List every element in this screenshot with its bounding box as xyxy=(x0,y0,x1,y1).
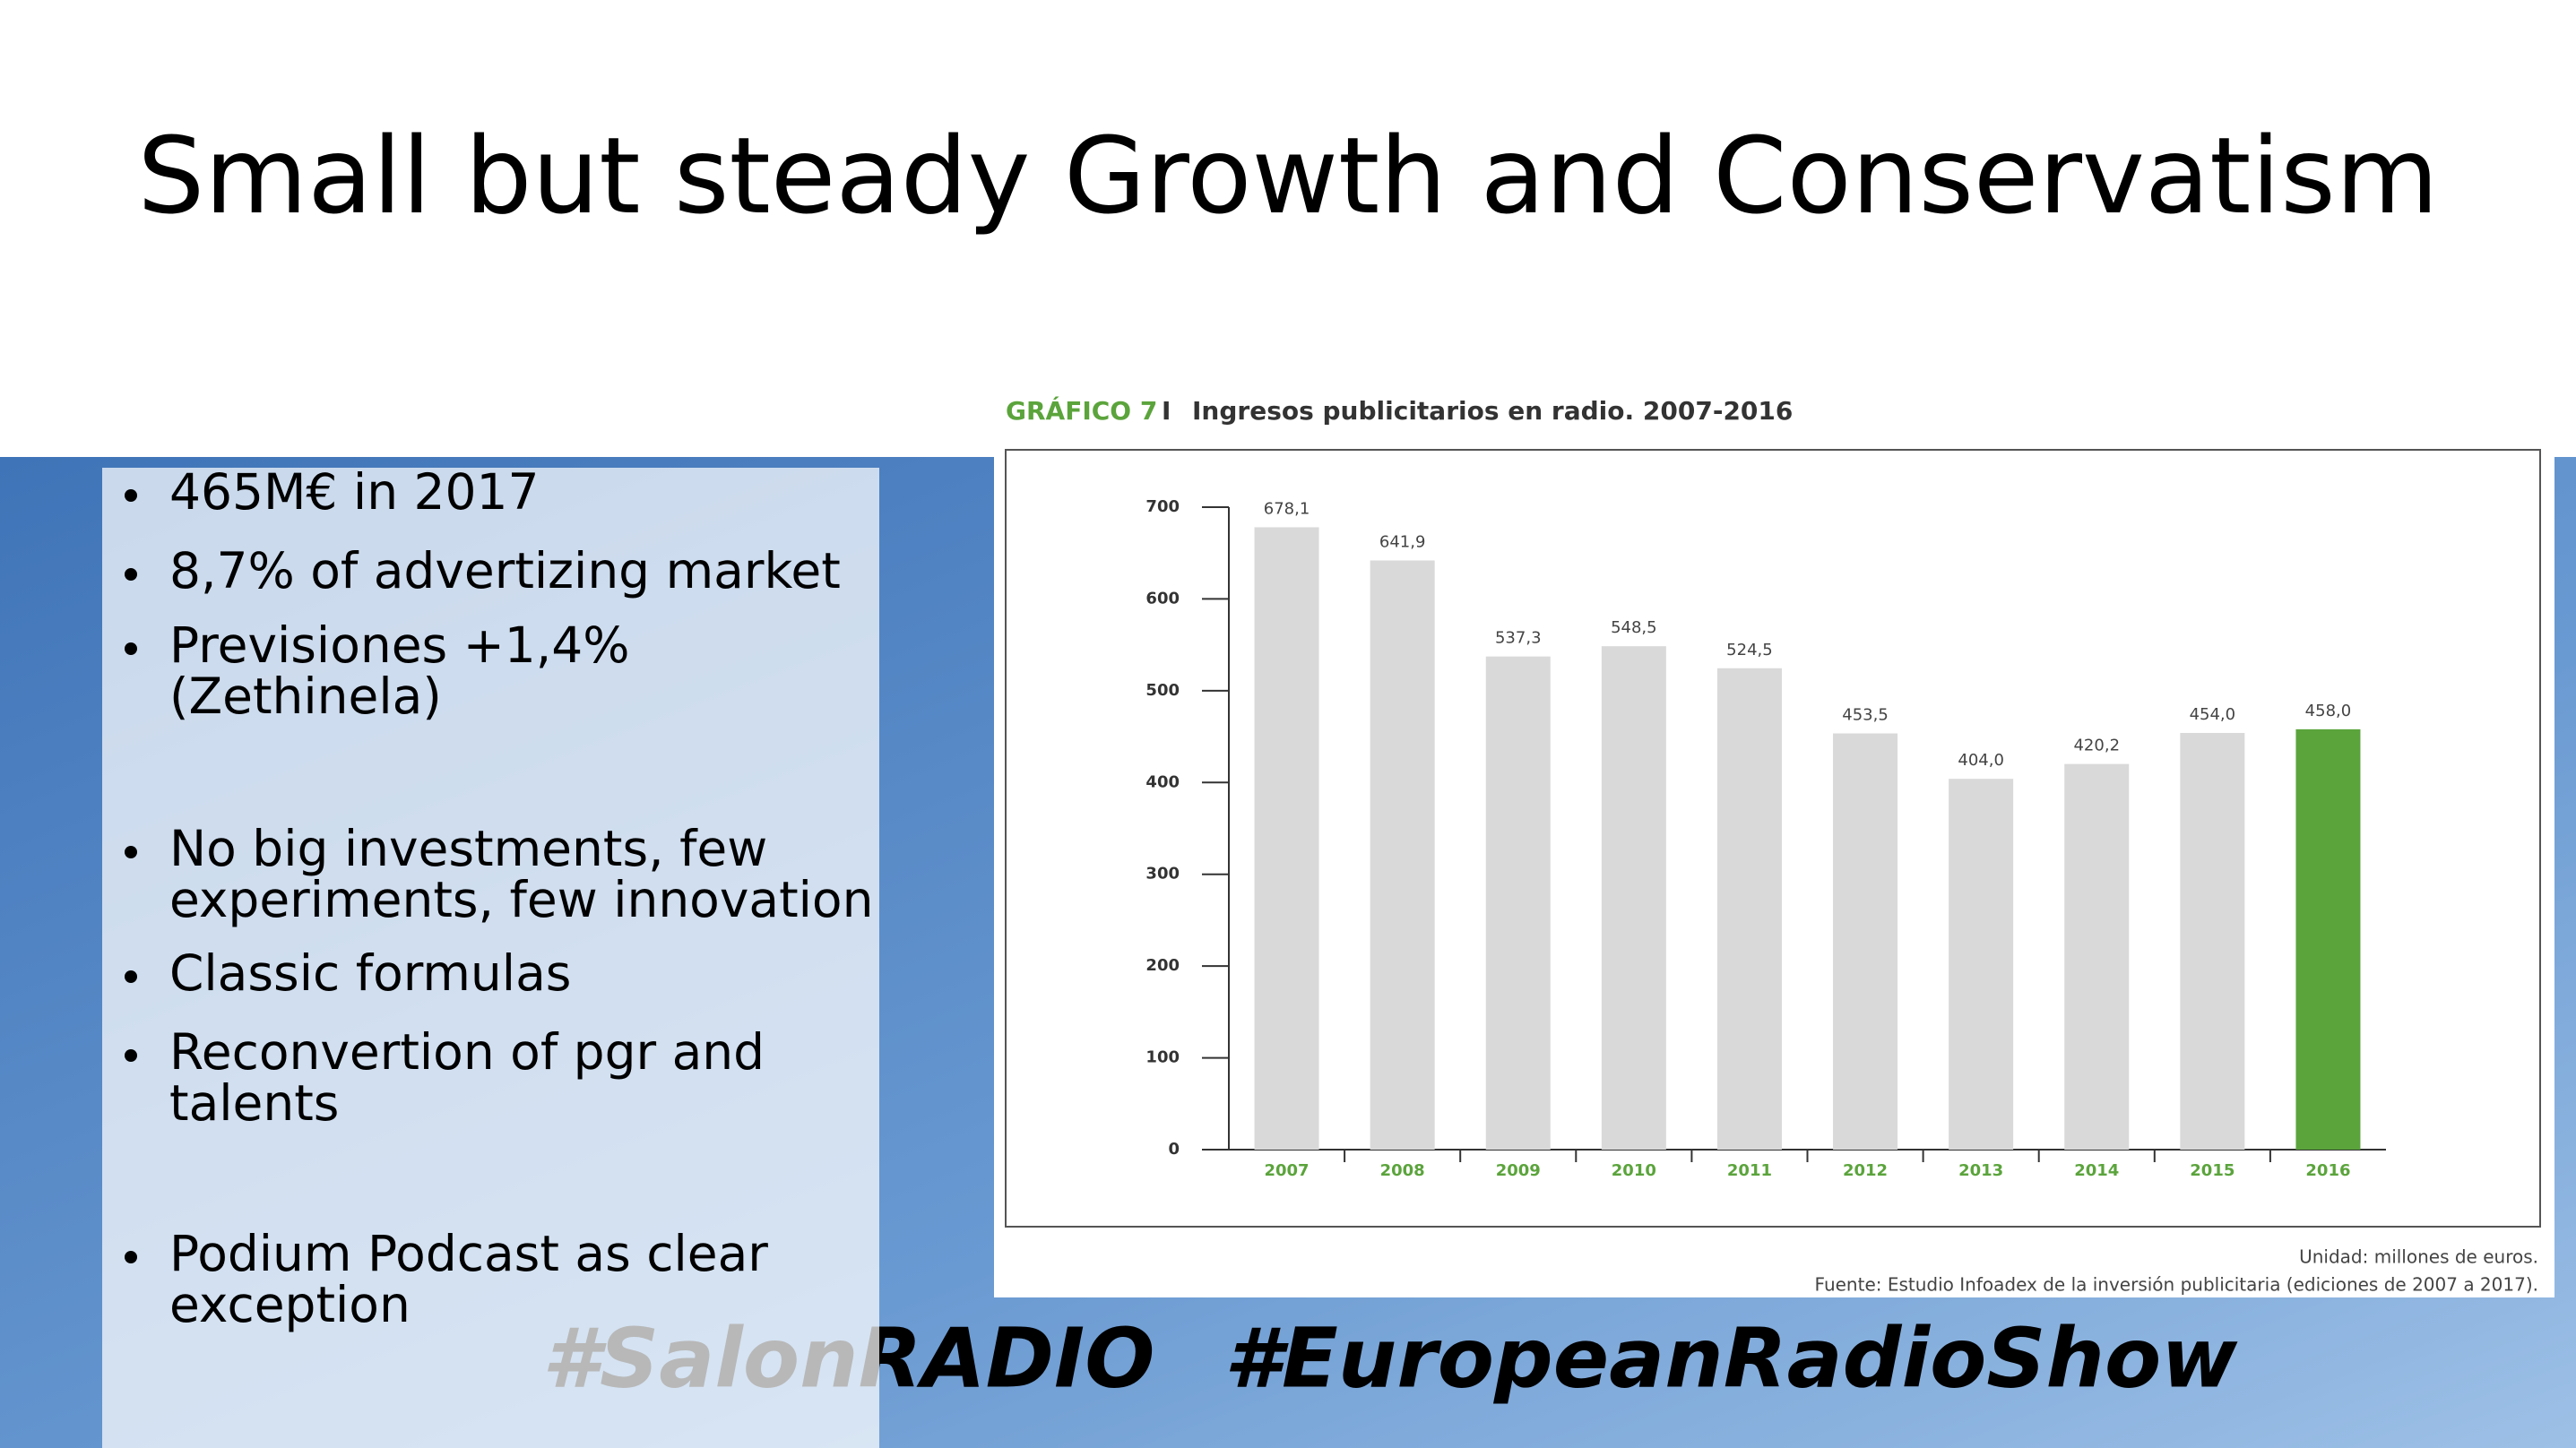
caption-label: GRÁFICO 7 xyxy=(1006,395,1157,426)
y-tick-label: 500 xyxy=(1145,681,1180,700)
y-tick-label: 100 xyxy=(1145,1048,1180,1067)
value-label: 404,0 xyxy=(1958,751,2004,770)
bar xyxy=(1833,733,1898,1150)
bullet-text: Classic formulas xyxy=(169,944,571,1002)
text-panel xyxy=(102,468,879,1448)
bullet-dot xyxy=(125,846,137,858)
bar xyxy=(2064,763,2130,1150)
chart-note: Fuente: Estudio Infoadex de la inversión… xyxy=(1815,1274,2538,1296)
x-tick-label: 2016 xyxy=(2305,1161,2350,1180)
value-label: 678,1 xyxy=(1264,499,1310,518)
bar xyxy=(1949,779,2014,1150)
bullet-text: 465M€ in 2017 xyxy=(169,463,540,521)
bullet-dot xyxy=(125,1251,137,1263)
chart-note: Unidad: millones de euros. xyxy=(2299,1246,2538,1268)
bullet-dot xyxy=(125,1049,137,1062)
value-label: 524,5 xyxy=(1726,641,1773,659)
bar xyxy=(1716,668,1782,1150)
bullet-dot xyxy=(125,642,137,655)
value-label: 458,0 xyxy=(2305,702,2352,720)
bar xyxy=(2295,728,2361,1150)
y-tick-label: 700 xyxy=(1145,497,1180,516)
value-label: 420,2 xyxy=(2073,737,2120,755)
bar xyxy=(1254,527,1319,1150)
bullet-text: experiments, few innovation xyxy=(169,871,873,928)
bullet-text: No big investments, few xyxy=(169,820,767,877)
slide-title: Small but steady Growth and Conservatism xyxy=(137,114,2438,237)
bullet-text: Reconvertion of pgr and xyxy=(169,1023,765,1081)
y-tick-label: 600 xyxy=(1145,589,1180,608)
x-tick-label: 2012 xyxy=(1843,1161,1888,1180)
bar xyxy=(1370,560,1435,1150)
bullet-text: Previsiones +1,4% xyxy=(169,616,630,674)
y-tick-label: 200 xyxy=(1145,956,1180,975)
value-label: 641,9 xyxy=(1379,533,1426,552)
x-tick-label: 2013 xyxy=(1958,1161,2003,1180)
bar xyxy=(2180,732,2245,1150)
value-label: 537,3 xyxy=(1495,629,1542,648)
bullet-dot xyxy=(125,568,137,581)
bullet-text: (Zethinela) xyxy=(169,668,442,725)
value-label: 454,0 xyxy=(2190,705,2236,724)
x-tick-label: 2008 xyxy=(1380,1161,1425,1180)
caption-separator: I xyxy=(1162,396,1171,426)
x-tick-label: 2015 xyxy=(2190,1161,2235,1180)
x-tick-label: 2011 xyxy=(1727,1161,1772,1180)
y-tick-label: 0 xyxy=(1168,1140,1180,1159)
bullet-dot xyxy=(125,489,137,502)
x-tick-label: 2010 xyxy=(1612,1161,1656,1180)
value-label: 453,5 xyxy=(1842,705,1889,724)
bullet-text: Podium Podcast as clear xyxy=(169,1225,768,1282)
hashtag: #EuropeanRadioShow xyxy=(1224,1310,2238,1406)
bullet-text: exception xyxy=(169,1276,411,1333)
bullet-text: talents xyxy=(169,1074,339,1132)
x-tick-label: 2014 xyxy=(2074,1161,2119,1180)
x-tick-label: 2007 xyxy=(1264,1161,1309,1180)
y-tick-label: 400 xyxy=(1145,772,1180,791)
y-tick-label: 300 xyxy=(1145,865,1180,883)
bullet-text: 8,7% of advertizing market xyxy=(169,542,841,599)
bar xyxy=(1601,646,1666,1150)
value-label: 548,5 xyxy=(1611,618,1657,637)
bullet-dot xyxy=(125,970,137,983)
bar xyxy=(1485,656,1551,1150)
x-tick-label: 2009 xyxy=(1496,1161,1541,1180)
caption-text: Ingresos publicitarios en radio. 2007-20… xyxy=(1192,396,1793,426)
